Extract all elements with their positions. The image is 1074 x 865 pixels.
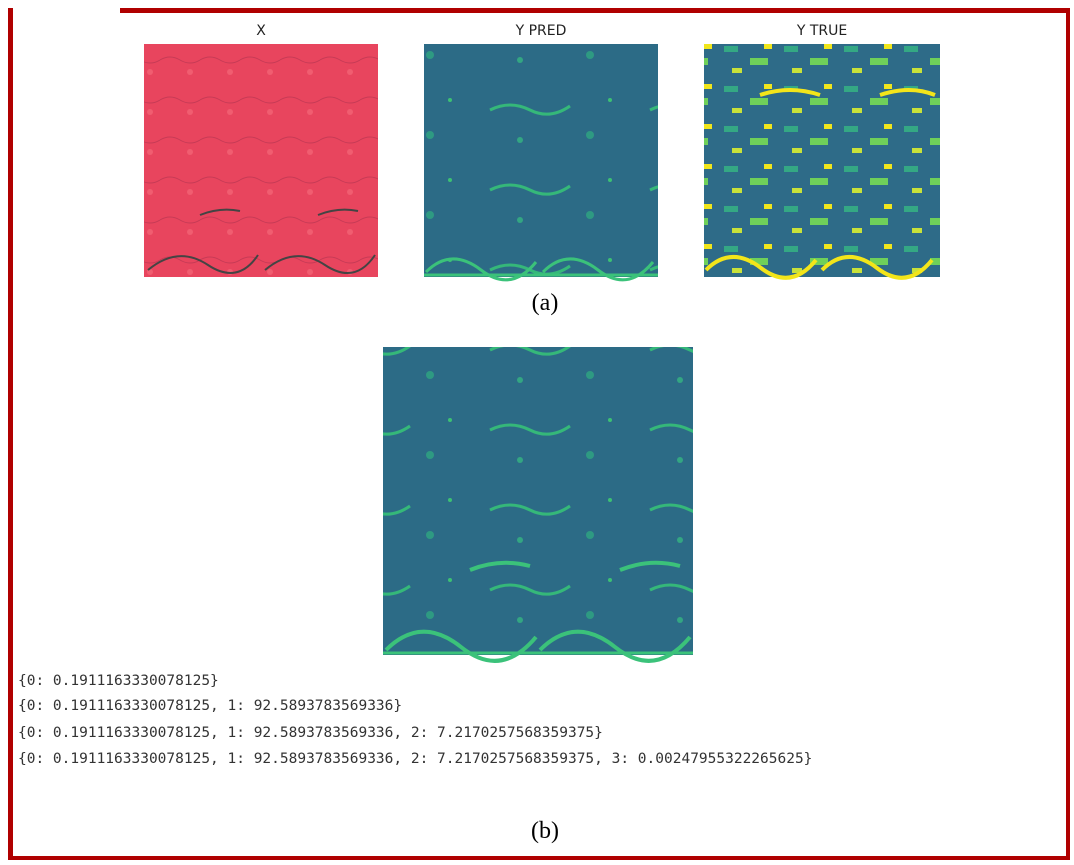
frame-bottom [8,856,1070,860]
body: X Y PRED Y TRUE (a) {0: 0.19111633300781… [0,0,1074,865]
frame-right [1066,8,1070,860]
caption: (b) [531,818,559,844]
output-line: {0: 0.1911163330078125, 1: 92.5893783569… [18,725,603,741]
ground-truth-image [704,44,940,278]
output-line: {0: 0.1911163330078125} [18,673,219,689]
output-line: {0: 0.1911163330078125, 1: 92.5893783569… [18,698,402,714]
figure: X Y PRED Y TRUE (a) {0: 0.19111633300781… [0,0,1074,865]
output-line: {0: 0.1911163330078125, 1: 92.5893783569… [18,751,812,767]
image-title: X [256,23,266,39]
image-title: Y PRED [515,23,567,39]
prediction-image-large [383,347,693,661]
input-image [144,44,378,277]
page: Prediction output {"panel_a": {"titles":… [0,0,1074,865]
image-title: Y TRUE [796,23,847,39]
prediction-image [424,44,658,280]
caption: (a) [532,290,559,316]
frame-top [120,8,1070,13]
frame-left [8,8,13,860]
